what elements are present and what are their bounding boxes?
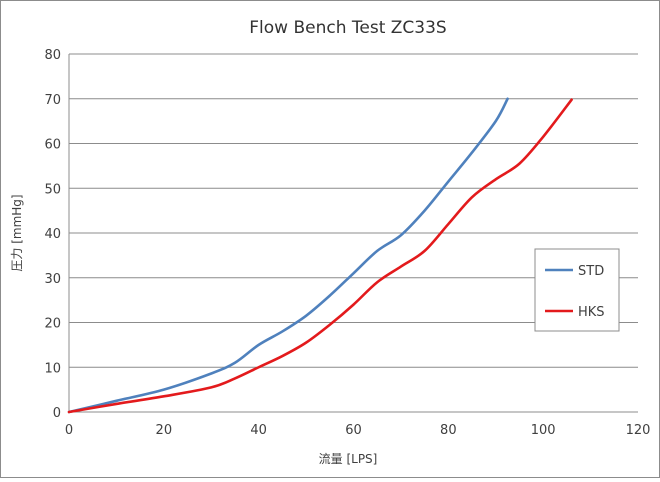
x-tick-label: 100 xyxy=(531,423,556,438)
y-tick-label: 0 xyxy=(53,406,61,421)
chart-title: Flow Bench Test ZC33S xyxy=(249,18,446,38)
y-tick-labels: 0 10 20 30 40 50 60 70 80 xyxy=(44,48,61,421)
series-line-hks xyxy=(67,98,573,414)
y-axis-label: 圧力 [mmHg] xyxy=(10,194,24,271)
x-tick-label: 40 xyxy=(250,423,267,438)
y-tick-label: 20 xyxy=(44,317,61,332)
x-tick-label: 0 xyxy=(65,423,73,438)
y-tick-label: 10 xyxy=(44,361,61,376)
y-tick-label: 50 xyxy=(44,182,61,197)
x-tick-labels: 0 20 40 60 80 100 120 xyxy=(65,423,651,438)
series-lines xyxy=(67,97,573,414)
y-tick-label: 80 xyxy=(44,48,61,63)
y-tick-label: 60 xyxy=(44,138,61,153)
legend-box xyxy=(534,248,620,332)
x-axis-label: 流量 [LPS] xyxy=(319,452,378,466)
y-tick-label: 40 xyxy=(44,227,61,242)
y-tick-label: 30 xyxy=(44,272,61,287)
gridlines xyxy=(69,53,638,368)
x-tick-label: 60 xyxy=(345,423,362,438)
y-tick-label: 70 xyxy=(44,93,61,108)
legend: STD HKS xyxy=(534,248,620,332)
x-tick-label: 80 xyxy=(440,423,457,438)
legend-label-std: STD xyxy=(578,264,604,279)
x-tick-label: 120 xyxy=(626,423,651,438)
x-tick-label: 20 xyxy=(156,423,173,438)
axes xyxy=(68,54,638,413)
legend-label-hks: HKS xyxy=(578,305,605,320)
series-line-std xyxy=(67,97,509,414)
